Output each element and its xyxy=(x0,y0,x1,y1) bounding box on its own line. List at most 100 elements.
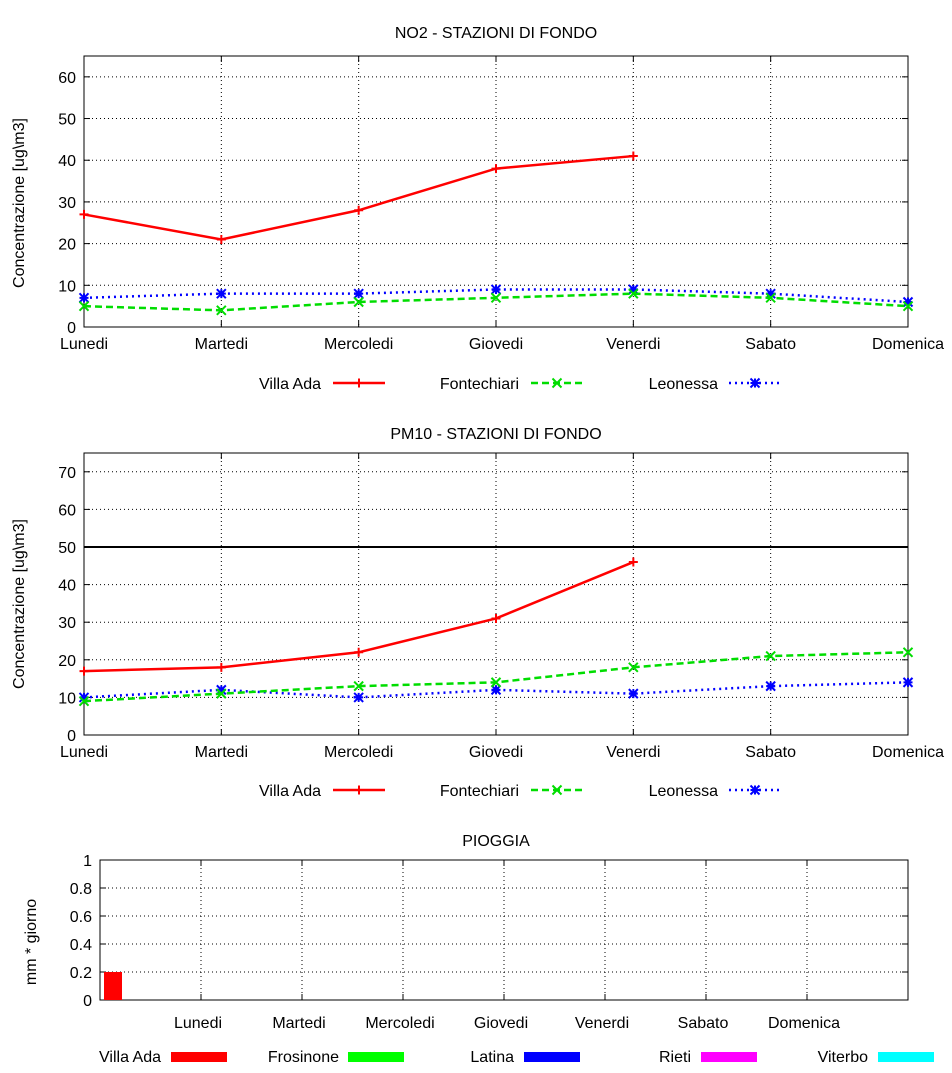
pm10-series xyxy=(78,557,914,707)
no2-point-villa-ada-martedi xyxy=(216,234,226,244)
pm10-point-fontechiari-venerdi xyxy=(628,662,639,673)
pm10-point-fontechiari-giovedi xyxy=(490,677,502,688)
pm10-chart: PM10 - STAZIONI DI FONDO Concentrazione … xyxy=(11,426,944,800)
no2-point-leonessa-venerdi xyxy=(628,284,639,295)
pm10-y-tick-label: 40 xyxy=(58,578,76,595)
pm10-legend-marker-villa-ada xyxy=(354,785,364,795)
no2-chart-title: NO2 - STAZIONI DI FONDO xyxy=(395,25,597,42)
pm10-legend-villa-ada: Villa Ada xyxy=(259,783,321,800)
pm10-y-tick-label: 0 xyxy=(67,728,76,745)
no2-point-leonessa-mercoledi xyxy=(353,288,364,299)
no2-point-leonessa-giovedi xyxy=(490,284,502,295)
pm10-x-tick-label-domenica: Domenica xyxy=(872,744,944,761)
pm10-legend-marker-leonessa xyxy=(749,784,761,796)
no2-point-villa-ada-venerdi xyxy=(628,151,638,161)
no2-point-villa-ada-lunedi xyxy=(79,209,89,219)
no2-x-tick-label-lunedi: Lunedi xyxy=(60,336,108,353)
no2-legend-marker-villa-ada xyxy=(354,378,364,388)
no2-point-leonessa-domenica xyxy=(902,296,914,308)
no2-x-tick-label-martedi: Martedi xyxy=(195,336,248,353)
no2-y-axis-label: Concentrazione [ug\m3] xyxy=(11,118,28,288)
pm10-x-tick-label-lunedi: Lunedi xyxy=(60,744,108,761)
pm10-y-tick-label: 70 xyxy=(58,465,76,482)
pm10-point-fontechiari-domenica xyxy=(902,647,914,658)
rain-bars xyxy=(104,972,122,1000)
pm10-point-villa-ada-martedi xyxy=(216,662,226,672)
no2-y-tick-label: 50 xyxy=(58,112,76,129)
pm10-y-axis-label: Concentrazione [ug\m3] xyxy=(11,519,28,689)
no2-point-fontechiari-martedi xyxy=(216,305,227,316)
no2-point-leonessa-lunedi xyxy=(78,292,90,304)
pm10-point-leonessa-venerdi xyxy=(628,688,639,699)
rain-x-tick-label-sabato: Sabato xyxy=(678,1015,729,1032)
rain-legend-rieti: Rieti xyxy=(659,1049,691,1066)
rain-x-tick-label-domenica: Domenica xyxy=(768,1015,840,1032)
rain-legend-villa-ada: Villa Ada xyxy=(99,1049,161,1066)
pm10-x-tick-label-martedi: Martedi xyxy=(195,744,248,761)
no2-point-leonessa-martedi xyxy=(216,288,227,299)
no2-series xyxy=(78,151,914,316)
pm10-point-leonessa-sabato xyxy=(765,680,776,692)
no2-x-tick-label-giovedi: Giovedi xyxy=(469,336,523,353)
no2-legend-marker-fontechiari xyxy=(551,377,563,389)
no2-point-fontechiari-mercoledi xyxy=(353,296,364,308)
rain-legend-frosinone: Frosinone xyxy=(268,1049,339,1066)
pm10-point-fontechiari-sabato xyxy=(765,650,776,662)
rain-y-tick-label: 0.6 xyxy=(70,909,92,926)
rain-x-ticks: Lunedi Martedi Mercoledi Giovedi Venerdi Saba… xyxy=(174,860,840,1032)
pm10-legend-marker-fontechiari xyxy=(551,784,563,796)
rain-legend-viterbo-swatch xyxy=(878,1052,934,1062)
rain-y-tick-label: 1 xyxy=(83,853,92,870)
rain-x-tick-label-martedi: Martedi xyxy=(272,1015,325,1032)
no2-legend-villa-ada: Villa Ada xyxy=(259,376,321,393)
rain-y-tick-label: 0 xyxy=(83,993,92,1010)
pm10-legend-leonessa: Leonessa xyxy=(649,783,718,800)
no2-point-fontechiari-sabato xyxy=(765,292,776,304)
pm10-x-ticks: Lunedi Martedi Mercoledi Giovedi Venerdi Saba… xyxy=(60,453,944,761)
rain-y-tick-label: 0.2 xyxy=(70,965,92,982)
no2-x-tick-label-mercoledi: Mercoledi xyxy=(324,336,393,353)
no2-y-tick-label: 40 xyxy=(58,153,76,170)
pm10-point-villa-ada-giovedi xyxy=(491,613,501,623)
no2-y-ticks: 0 10 20 30 40 50 60 xyxy=(58,70,908,337)
no2-point-fontechiari-domenica xyxy=(902,300,914,312)
pm10-y-tick-label: 20 xyxy=(58,653,76,670)
rain-legend-rieti-swatch xyxy=(701,1052,757,1062)
pm10-point-leonessa-martedi xyxy=(216,684,227,696)
no2-x-tick-label-domenica: Domenica xyxy=(872,336,944,353)
rain-y-tick-label: 0.4 xyxy=(70,937,92,954)
no2-legend-marker-leonessa xyxy=(749,377,761,389)
rain-chart: PIOGGIA mm * giorno 0 0.2 0.4 0.6 0.8 1 Luned… xyxy=(23,833,934,1066)
no2-x-ticks: Lunedi Martedi Mercoledi Giovedi Venerdi Saba… xyxy=(60,56,944,353)
rain-legend-viterbo: Viterbo xyxy=(818,1049,869,1066)
rain-y-tick-label: 0.8 xyxy=(70,881,92,898)
no2-legend-villa-ada-swatch xyxy=(333,378,385,388)
no2-x-tick-label-sabato: Sabato xyxy=(745,336,796,353)
rain-bar-villa-ada-lunedi xyxy=(104,972,122,1000)
no2-point-villa-ada-giovedi xyxy=(491,164,501,174)
rain-y-ticks: 0 0.2 0.4 0.6 0.8 1 xyxy=(70,853,908,1010)
rain-legend-latina: Latina xyxy=(470,1049,514,1066)
rain-legend-frosinone-swatch xyxy=(348,1052,404,1062)
pm10-y-ticks: 0 10 20 30 40 50 60 70 xyxy=(58,465,908,745)
no2-y-tick-label: 20 xyxy=(58,237,76,254)
pm10-y-tick-label: 50 xyxy=(58,540,76,557)
pm10-point-leonessa-lunedi xyxy=(78,692,90,703)
rain-legend: Villa Ada Frosinone Latina Rieti Viterbo xyxy=(99,1049,934,1066)
pm10-y-tick-label: 60 xyxy=(58,502,76,519)
pm10-legend-villa-ada-swatch xyxy=(333,785,385,795)
pm10-x-tick-label-sabato: Sabato xyxy=(745,744,796,761)
pm10-y-tick-label: 30 xyxy=(58,615,76,632)
no2-point-fontechiari-venerdi xyxy=(628,288,639,299)
pm10-legend: Villa Ada Fontechiari Leonessa xyxy=(259,783,781,800)
rain-gridlines xyxy=(100,859,908,1001)
pm10-x-tick-label-mercoledi: Mercoledi xyxy=(324,744,393,761)
no2-legend-fontechiari-swatch xyxy=(531,377,583,389)
no2-y-tick-label: 10 xyxy=(58,278,76,295)
pm10-point-leonessa-giovedi xyxy=(490,684,502,696)
rain-chart-title: PIOGGIA xyxy=(462,833,530,850)
pm10-point-villa-ada-mercoledi xyxy=(354,647,364,657)
rain-x-tick-label-venerdi: Venerdi xyxy=(575,1015,629,1032)
pm10-point-villa-ada-venerdi xyxy=(628,557,638,567)
